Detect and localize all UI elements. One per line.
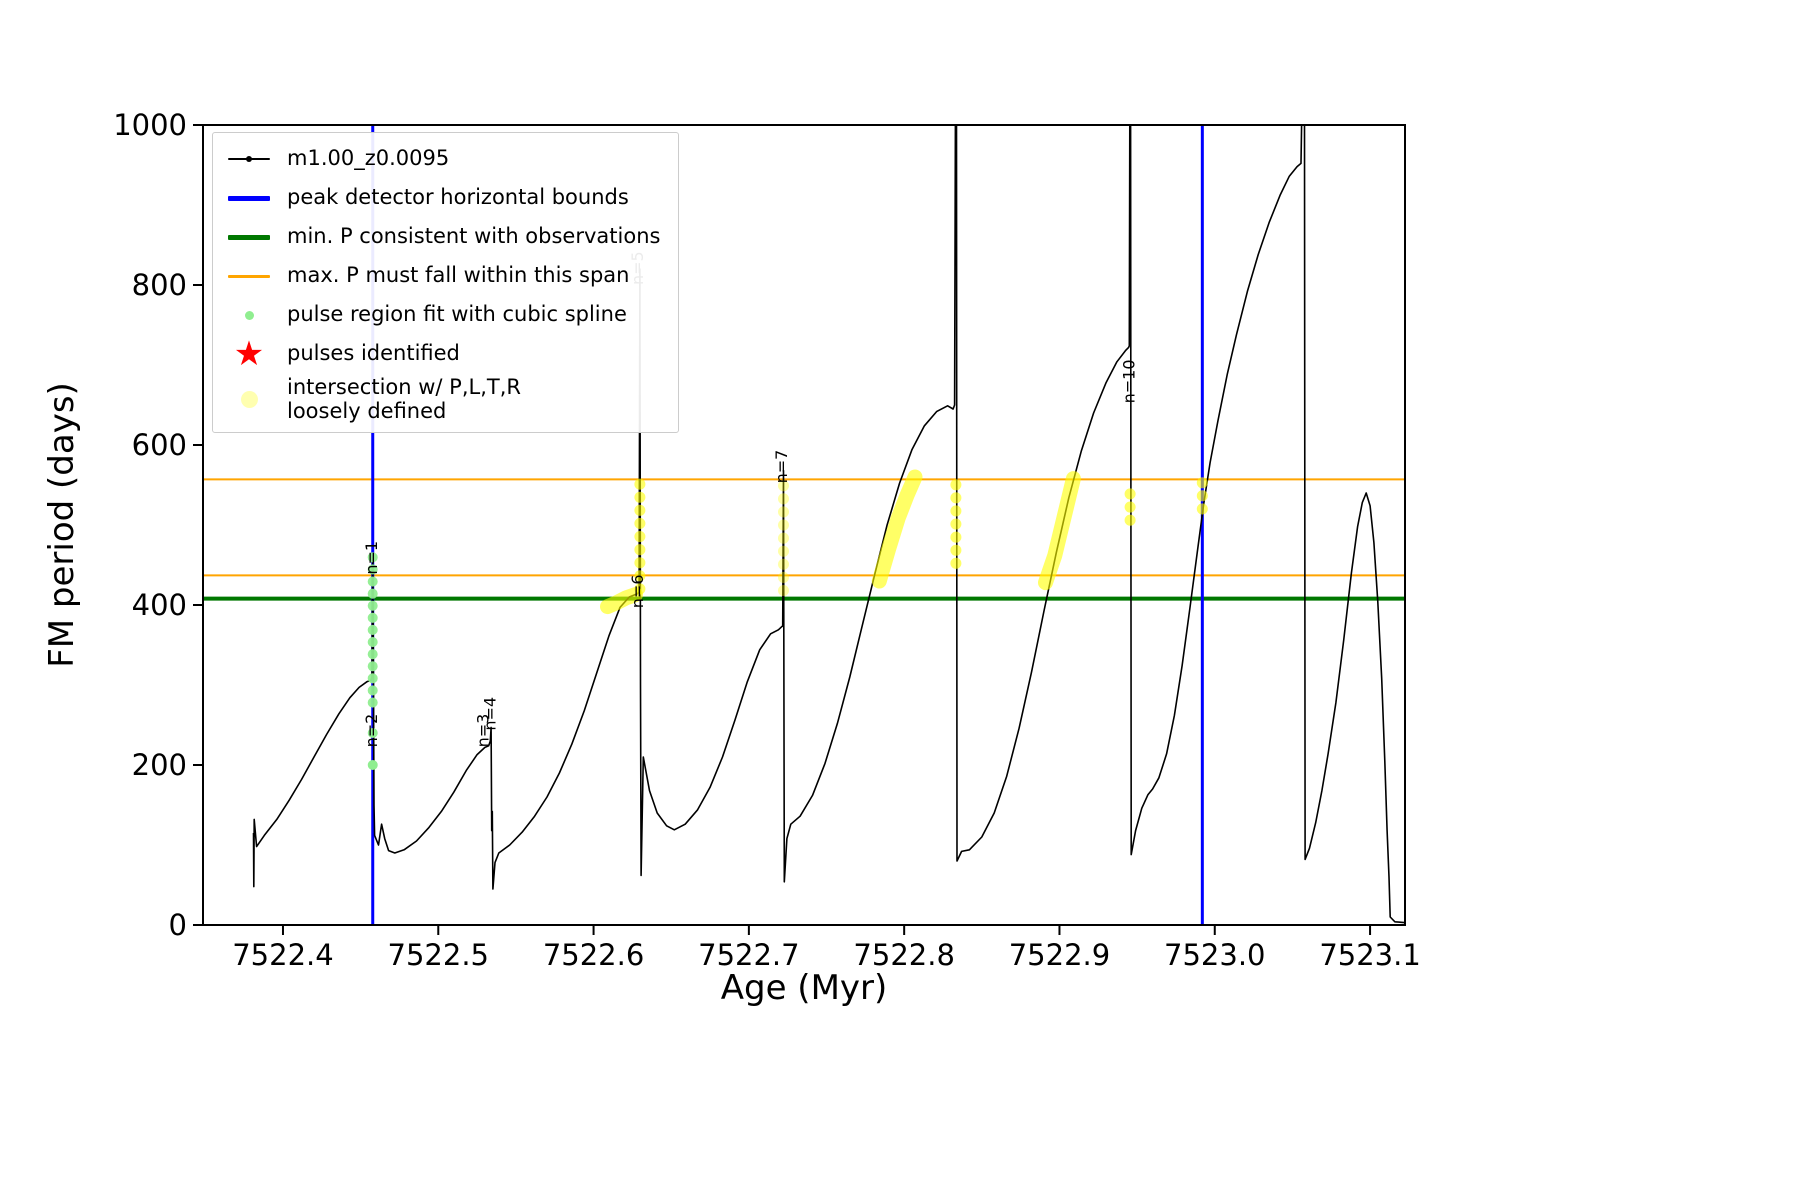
y-tick-label: 1000 [113, 108, 187, 142]
track-line [252, 125, 1405, 924]
legend-item-label: max. P must fall within this span [287, 263, 630, 288]
legend-item-label: min. P consistent with observations [287, 224, 661, 249]
legend-item: ★ pulses identified [225, 337, 660, 371]
thick-line-marker-icon [225, 181, 273, 215]
legend-item: peak detector horizontal bounds [225, 181, 660, 215]
x-tick-label: 7522.6 [543, 938, 644, 972]
x-tick-label: 7522.9 [1009, 938, 1110, 972]
x-tick-label: 7523.0 [1164, 938, 1265, 972]
pulse-annotation: n=6 [628, 574, 647, 608]
y-tick-label: 400 [132, 588, 187, 622]
legend-item-label: peak detector horizontal bounds [287, 185, 629, 210]
pulse-annotation: n=2 [362, 714, 381, 748]
x-tick-label: 7522.8 [853, 938, 954, 972]
x-tick-label: 7522.5 [388, 938, 489, 972]
y-tick-label: 600 [132, 428, 187, 462]
intersection-cluster [600, 587, 643, 615]
legend-item: intersection w/ P,L,T,R loosely defined [225, 375, 660, 423]
big-dot-marker-icon [225, 383, 273, 417]
legend-item-label: intersection w/ P,L,T,R loosely defined [287, 375, 521, 423]
line-marker-icon [225, 259, 273, 293]
pulse-annotation: n=4 [480, 697, 499, 731]
x-tick-label: 7523.1 [1319, 938, 1420, 972]
intersection-cluster [1038, 471, 1081, 591]
pulse-annotation: n=7 [772, 450, 791, 484]
axes-frame [202, 124, 1406, 926]
legend-item: pulse region fit with cubic spline [225, 298, 660, 332]
legend-item: max. P must fall within this span [225, 259, 660, 293]
y-axis-label: FM period (days) [42, 382, 82, 668]
pulse-region-dot [367, 760, 378, 770]
intersection-cluster [871, 469, 923, 589]
y-tick-label: 800 [132, 268, 187, 302]
pulse-annotation: n=3 [473, 714, 492, 748]
legend-item-label: pulses identified [287, 341, 460, 366]
line-dot-marker-icon [225, 142, 273, 176]
pulse-annotation: n=10 [1119, 359, 1138, 403]
legend-item-label: pulse region fit with cubic spline [287, 302, 627, 327]
star-marker-icon: ★ [233, 334, 265, 374]
pulse-annotation: n=1 [362, 541, 381, 575]
y-tick-label: 0 [169, 908, 187, 942]
legend-item-label: m1.00_z0.0095 [287, 146, 450, 171]
legend-item: m1.00_z0.0095 [225, 142, 660, 176]
x-axis-label: Age (Myr) [720, 968, 888, 1008]
x-tick-label: 7522.7 [698, 938, 799, 972]
y-tick-label: 200 [132, 748, 187, 782]
x-tick-label: 7522.4 [232, 938, 333, 972]
plot-area: n=1n=2n=3n=4n=5n=6n=7n=10 [203, 125, 1405, 925]
pulse-region-dot [367, 728, 378, 738]
legend-item: min. P consistent with observations [225, 220, 660, 254]
small-dot-marker-icon [225, 298, 273, 332]
thick-line-marker-icon [225, 220, 273, 254]
